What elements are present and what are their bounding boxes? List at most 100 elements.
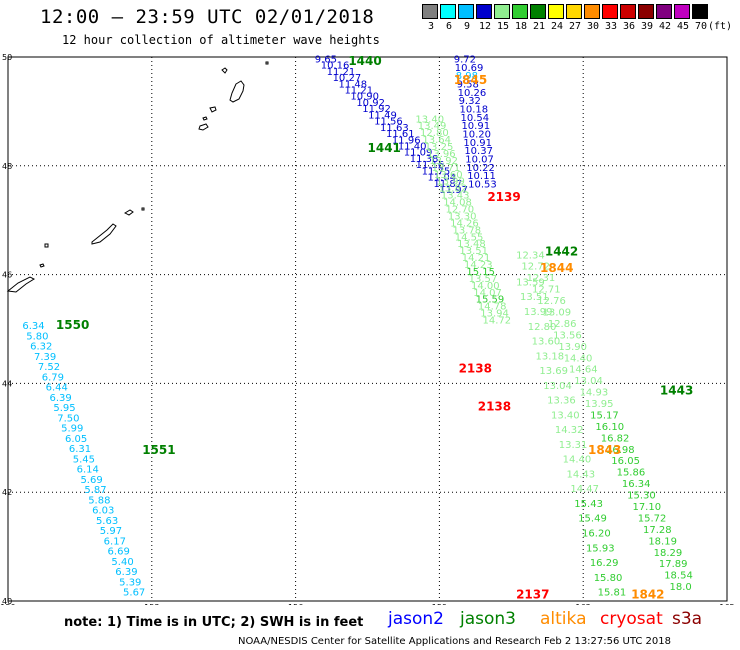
swh-value-label: 18.19 — [648, 536, 677, 547]
swh-value-label: 11.49 — [368, 110, 397, 121]
swh-value-label: 18.0 — [669, 582, 691, 593]
island-shape — [229, 80, 245, 103]
swh-value-label: 6.05 — [65, 434, 87, 445]
legend-jason3: jason3 — [460, 609, 516, 629]
swh-value-label: 12.71 — [532, 285, 561, 296]
swh-value-label: 14.47 — [570, 484, 599, 495]
swh-value-label: 13.48 — [457, 239, 486, 250]
swh-value-label: 5.67 — [123, 588, 145, 599]
swh-value-label: 12.80 — [528, 322, 557, 333]
y-tick-label: 44 — [2, 379, 12, 388]
pass-id-label: 2138 — [459, 362, 492, 376]
swh-value-label: 12.72 — [521, 262, 550, 273]
swh-value-label: 14.72 — [483, 316, 512, 327]
scale-label: 18 — [514, 21, 528, 32]
swh-value-label: 13.99 — [524, 307, 553, 318]
swh-value-label: 13.49 — [418, 121, 447, 132]
x-tick-label: 162 — [576, 603, 591, 605]
swh-value-label: 11.04 — [428, 173, 457, 184]
swh-value-label: 10.20 — [462, 130, 491, 141]
coastline-islands — [6, 61, 269, 293]
x-tick-label: 159 — [432, 603, 447, 605]
swh-value-label: 13.40 — [551, 410, 580, 421]
swh-value-label: 16.82 — [601, 433, 630, 444]
y-tick-label: 40 — [2, 597, 12, 605]
scale-swatch-30 — [584, 4, 600, 19]
island-shape — [123, 209, 134, 216]
swh-value-label: 6.32 — [30, 342, 52, 353]
swh-value-label: 13.99 — [436, 177, 465, 188]
island-shape — [39, 263, 45, 268]
swh-value-label: 6.03 — [92, 506, 114, 517]
swh-value-label: 15.17 — [590, 410, 619, 421]
swh-value-label: 11.92 — [362, 104, 391, 115]
pass-id-label: 1845 — [454, 73, 487, 87]
swh-value-label: 15.80 — [594, 573, 623, 584]
swh-value-label: 6.31 — [69, 444, 91, 455]
swh-value-label: 10.11 — [467, 171, 496, 182]
swh-value-label: 13.57 — [469, 274, 498, 285]
scale-label: 39 — [640, 21, 654, 32]
swh-value-label: 12.70 — [446, 205, 475, 216]
swh-value-label: 10.92 — [356, 98, 385, 109]
swh-value-label: 11.16 — [416, 160, 445, 171]
swh-value-label: 10.26 — [458, 88, 487, 99]
legend-jason2: jason2 — [388, 609, 444, 629]
chart-grid — [7, 56, 728, 602]
scale-swatch-33 — [602, 4, 618, 19]
scale-label: 27 — [568, 21, 582, 32]
swh-value-label: 17.89 — [659, 559, 688, 570]
swh-value-label: 18.54 — [664, 571, 693, 582]
pass-id-label: 1441 — [368, 141, 401, 155]
swh-value-label: 16.20 — [582, 528, 611, 539]
swh-value-label: 13.36 — [547, 396, 576, 407]
swh-value-label: 14.32 — [555, 425, 584, 436]
swh-value-label: 13.43 — [441, 191, 470, 202]
island-shape — [209, 106, 217, 113]
swh-value-label: 16.05 — [611, 456, 640, 467]
swh-value-label: 13.40 — [415, 114, 444, 125]
swh-value-label: 10.53 — [468, 180, 497, 191]
swh-value-label: 11.75 — [422, 166, 451, 177]
scale-swatch-6 — [440, 4, 456, 19]
swh-value-label: 14.23 — [464, 260, 493, 271]
scale-label: 36 — [622, 21, 636, 32]
scale-label: 24 — [550, 21, 564, 32]
swh-value-label: 9.58 — [457, 79, 479, 90]
swh-value-label: 10.16 — [321, 61, 350, 72]
swh-readings: 6.345.806.327.397.526.796.446.395.957.50… — [22, 54, 692, 598]
swh-value-label: 15.49 — [578, 514, 607, 525]
swh-value-label: 17.10 — [632, 502, 661, 513]
scale-swatch-45 — [674, 4, 690, 19]
swh-value-label: 12.86 — [548, 319, 577, 330]
swh-value-label: 10.91 — [461, 121, 490, 132]
scale-label: 42 — [658, 21, 672, 32]
swh-value-label: 11.56 — [374, 117, 403, 128]
swh-value-label: 13.09 — [543, 307, 572, 318]
pass-id-label: 1440 — [348, 54, 381, 68]
swh-value-label: 11.48 — [339, 79, 368, 90]
swh-value-label: 5.87 — [84, 485, 106, 496]
swh-value-label: 13.92 — [429, 156, 458, 167]
scale-label: 45 — [676, 21, 690, 32]
pass-id-label: 1844 — [540, 261, 573, 275]
scale-swatch-27 — [566, 4, 582, 19]
scale-label: 70 — [694, 21, 708, 32]
swh-value-label: 5.45 — [73, 454, 95, 465]
pass-id-label: 1842 — [631, 587, 664, 601]
scale-swatch-70 — [692, 4, 708, 19]
swh-value-label: 11.21 — [327, 67, 356, 78]
swh-value-label: 10.07 — [465, 155, 494, 166]
swh-value-label: 11.21 — [344, 86, 373, 97]
swh-value-label: 15.30 — [627, 491, 656, 502]
swh-value-label: 15.81 — [598, 588, 627, 599]
y-tick-label: 50 — [2, 53, 12, 62]
swh-value-label: 13.82 — [439, 184, 468, 195]
swh-value-label: 11.61 — [386, 129, 415, 140]
scale-unit: (ft) — [708, 21, 733, 32]
swh-value-label: 11.96 — [392, 135, 421, 146]
swh-value-label: 13.94 — [480, 309, 509, 320]
footer: note: 1) Time is in UTC; 2) SWH is in fe… — [0, 605, 740, 650]
chart-title: 12:00 — 23:59 UTC 02/01/2018 — [40, 6, 375, 28]
swh-value-label: 13.64 — [422, 135, 451, 146]
